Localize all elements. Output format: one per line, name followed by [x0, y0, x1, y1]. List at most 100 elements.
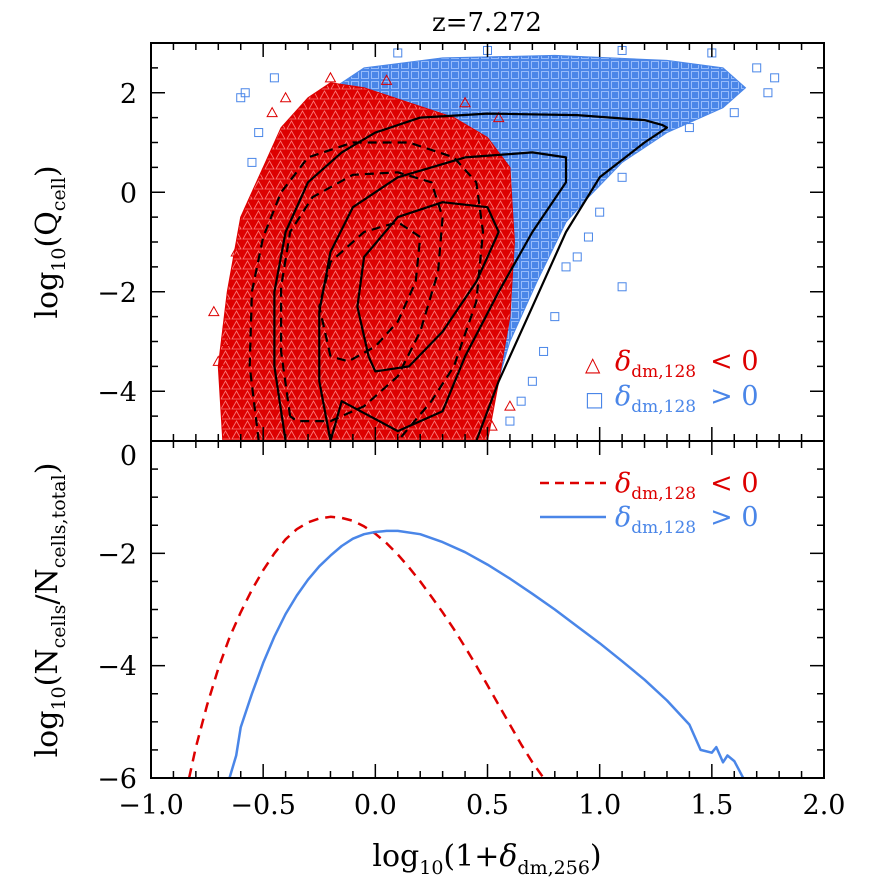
- bottom-legend-delta-under: δ: [615, 468, 631, 499]
- scatter-point-positive: [583, 232, 593, 242]
- scatter-point-positive: [752, 63, 762, 73]
- scatter-point-positive: [539, 346, 549, 356]
- x-tick-label: 0.0: [354, 790, 397, 821]
- scatter-point-positive: [550, 312, 560, 322]
- xlabel-close: ): [590, 839, 602, 874]
- scatter-point-negative: [207, 305, 220, 317]
- contour-dashed-4: [280, 171, 444, 423]
- top-legend-rel-over: > 0: [710, 381, 758, 412]
- xlabel-delta: δ: [499, 839, 517, 874]
- top-y-axis-title: log10(Qcell): [30, 165, 70, 318]
- scatter-point-negative: [279, 91, 292, 103]
- scatter-point-positive: [254, 128, 264, 138]
- bottom-y-tick-label: 0: [120, 441, 137, 472]
- bottom-legend-rel-under: < 0: [710, 468, 758, 499]
- bottom-legend-delta-over: δ: [615, 502, 631, 533]
- scatter-point-negative: [221, 335, 234, 346]
- top-legend-delta-under: δ: [615, 346, 631, 377]
- scatter-point-negative: [212, 355, 225, 366]
- top-legend-sub-under: dm,128: [631, 362, 696, 382]
- bot-ylabel-open: (N: [30, 648, 65, 686]
- top-legend-sub-over: dm,128: [631, 397, 696, 417]
- line-series-positive: [228, 529, 745, 778]
- scatter-point-positive: [240, 88, 250, 98]
- bot-ylabel-10: 10: [48, 686, 70, 710]
- bottom-legend-label-under: δdm,128 < 0: [615, 468, 759, 504]
- top-contour-layer: [248, 112, 669, 441]
- scatter-point-negative: [459, 96, 471, 108]
- scatter-point-positive: [617, 282, 627, 292]
- top-y-tick-label: −2: [97, 278, 137, 309]
- scatter-region-negative: [217, 82, 515, 441]
- scatter-point-positive: [572, 252, 582, 262]
- scatter-point-positive: [561, 262, 571, 272]
- bottom-y-tick-label: −6: [97, 764, 137, 795]
- line-series-negative: [187, 515, 545, 778]
- bottom-line-layer: [187, 515, 745, 778]
- bottom-legend-sub-over: dm,128: [631, 518, 696, 538]
- scatter-point-positive: [684, 123, 694, 133]
- xlabel-open: (1+: [443, 839, 499, 874]
- top-legend-rel-under: < 0: [710, 346, 758, 377]
- scatter-point-positive: [770, 73, 780, 83]
- top-legend-delta-over: δ: [615, 381, 631, 412]
- top-ylabel-close: ): [30, 165, 65, 177]
- contour-solid-0: [273, 112, 669, 441]
- scatter-point-positive: [763, 88, 773, 98]
- scatter-point-negative: [504, 400, 516, 411]
- top-ylabel-10: 10: [48, 248, 70, 272]
- scatter-point-positive: [393, 48, 403, 58]
- top-legend-marker-over: □: [585, 387, 604, 411]
- bottom-y-tick-label: −4: [97, 652, 137, 683]
- xlabel-10: 10: [419, 857, 443, 879]
- bottom-y-axis-title: log10(Ncells/Ncells,total): [30, 463, 70, 758]
- scatter-point-negative: [230, 245, 243, 257]
- bot-ylabel-close: ): [30, 463, 65, 475]
- scatter-point-negative: [324, 71, 337, 83]
- top-legend-label-under: δdm,128 < 0: [615, 346, 759, 382]
- axes-frame: −1.0 −0.5 0.0 0.5 1.0 1.5 2.0 −4 −2 0 2 −6 −4 −2 0: [97, 42, 846, 821]
- top-y-tick-label: 2: [120, 79, 137, 110]
- bottom-legend-rel-over: > 0: [710, 502, 758, 533]
- top-ylabel-cell: cell: [48, 177, 70, 211]
- top-scatter-layer: [207, 45, 780, 441]
- x-tick-label: 2.0: [803, 790, 846, 821]
- scatter-point-positive: [516, 396, 526, 406]
- bottom-y-tick-label: −2: [97, 539, 137, 570]
- contour-dashed-5: [318, 221, 422, 363]
- x-tick-label: 0.5: [466, 790, 509, 821]
- scatter-point-negative: [486, 420, 498, 431]
- bot-ylabel-log: log: [30, 711, 65, 758]
- top-legend-marker-under: △: [585, 352, 601, 376]
- xlabel-dm256: dm,256: [517, 857, 589, 879]
- top-ylabel-open: (Q: [30, 211, 65, 247]
- scatter-point-positive: [247, 157, 257, 167]
- x-tick-label: 1.5: [690, 790, 733, 821]
- x-tick-label: −0.5: [230, 790, 296, 821]
- scatter-point-positive: [505, 416, 515, 426]
- bot-ylabel-cells: cells: [48, 605, 70, 649]
- scatter-point-positive: [617, 172, 627, 182]
- top-ylabel-log: log: [30, 272, 65, 319]
- scatter-point-negative: [492, 111, 505, 123]
- scatter-point-positive: [595, 207, 605, 217]
- chart-title: z=7.272: [432, 8, 542, 38]
- bot-ylabel-cellstotal: cells,total: [48, 474, 70, 568]
- x-tick-label: 1.0: [578, 790, 621, 821]
- bottom-legend-sub-under: dm,128: [631, 484, 696, 504]
- top-legend: △ δdm,128 < 0 □ δdm,128 > 0: [585, 346, 759, 417]
- scatter-point-positive: [269, 73, 279, 83]
- x-axis-title: log10(1+δdm,256): [372, 839, 601, 879]
- top-legend-label-over: δdm,128 > 0: [615, 381, 759, 417]
- top-y-tick-label: −4: [97, 377, 137, 408]
- scatter-point-negative: [266, 106, 278, 118]
- scatter-point-negative: [380, 74, 393, 85]
- x-tick-label: −1.0: [118, 790, 184, 821]
- bottom-legend-label-over: δdm,128 > 0: [615, 502, 759, 538]
- scatter-point-positive: [729, 108, 739, 118]
- contour-dashed-3: [248, 141, 485, 441]
- xlabel-log: log: [372, 839, 419, 874]
- top-y-tick-label: 0: [120, 178, 137, 209]
- bottom-legend: δdm,128 < 0 δdm,128 > 0: [540, 468, 759, 538]
